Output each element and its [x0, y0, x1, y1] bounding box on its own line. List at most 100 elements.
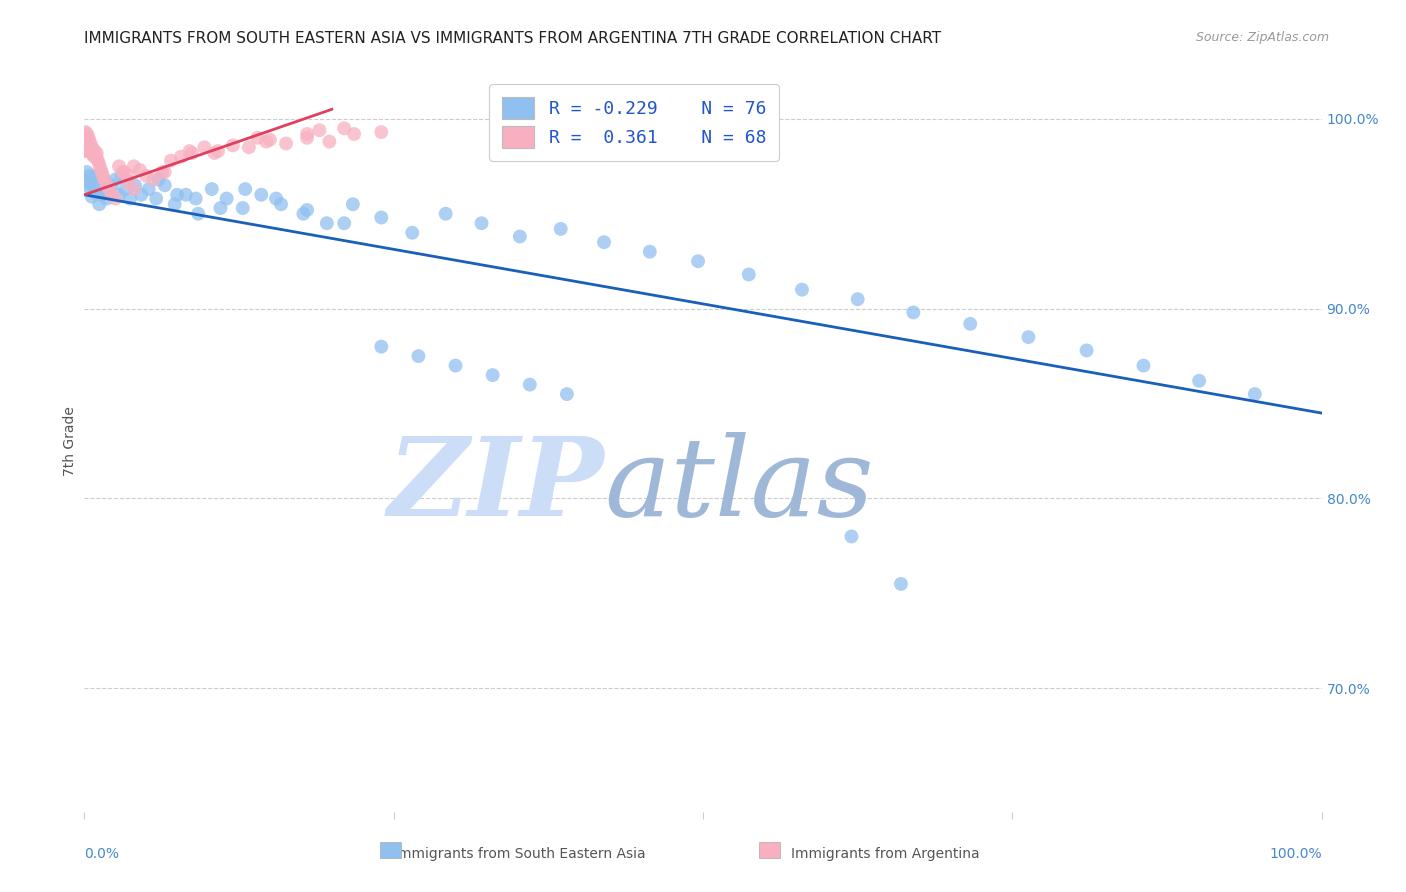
Point	[91, 184, 114, 198]
Point	[79, 138, 101, 153]
Legend: R = -0.229    N = 76, R =  0.361    N = 68: R = -0.229 N = 76, R = 0.361 N = 68	[489, 84, 779, 161]
Point	[408, 349, 430, 363]
Point	[96, 178, 118, 193]
Point	[83, 172, 105, 186]
Point	[76, 138, 98, 153]
Point	[76, 144, 98, 158]
Point	[110, 169, 132, 183]
Point	[1076, 343, 1098, 358]
Point	[77, 135, 100, 149]
Point	[117, 174, 139, 188]
Point	[315, 216, 337, 230]
Point	[342, 197, 364, 211]
Point	[138, 182, 160, 196]
Point	[401, 226, 423, 240]
Point	[98, 182, 121, 196]
Point	[77, 140, 100, 154]
Point	[215, 192, 238, 206]
Point	[86, 169, 108, 183]
Point	[104, 172, 127, 186]
Point	[555, 387, 578, 401]
Point	[76, 133, 98, 147]
Point	[846, 292, 869, 306]
Point	[160, 153, 183, 168]
Point	[75, 125, 97, 139]
Point	[184, 192, 207, 206]
Point	[89, 197, 111, 211]
Point	[83, 144, 105, 158]
Point	[93, 172, 115, 186]
Point	[94, 182, 117, 196]
Point	[738, 268, 761, 282]
Point	[295, 130, 318, 145]
Point	[1132, 359, 1154, 373]
Point	[90, 165, 112, 179]
Point	[308, 123, 330, 137]
Point	[201, 182, 224, 196]
Point	[232, 201, 254, 215]
Point	[145, 192, 167, 206]
Point	[114, 182, 136, 196]
Point	[87, 153, 110, 168]
Point	[90, 187, 112, 202]
Point	[75, 140, 97, 154]
Point	[318, 135, 340, 149]
Point	[202, 146, 225, 161]
Point	[333, 216, 356, 230]
Point	[79, 182, 101, 196]
Point	[80, 146, 103, 161]
Point	[333, 121, 356, 136]
Point	[187, 207, 209, 221]
Point	[790, 283, 813, 297]
Text: ZIP: ZIP	[388, 433, 605, 540]
Point	[264, 192, 287, 206]
Point	[163, 197, 186, 211]
Point	[142, 172, 165, 186]
Point	[75, 135, 97, 149]
Point	[75, 130, 97, 145]
Point	[174, 187, 197, 202]
Point	[82, 142, 104, 156]
Point	[86, 146, 108, 161]
Point	[903, 305, 925, 319]
Point	[370, 340, 392, 354]
Point	[87, 174, 110, 188]
Point	[250, 187, 273, 202]
Point	[295, 127, 318, 141]
Point	[343, 127, 366, 141]
Point	[233, 182, 256, 196]
Point	[686, 254, 709, 268]
Point	[841, 529, 863, 543]
Text: 0.0%: 0.0%	[84, 847, 120, 862]
Point	[246, 130, 269, 145]
Point	[370, 211, 392, 225]
Y-axis label: 7th Grade: 7th Grade	[63, 407, 77, 476]
Point	[519, 377, 541, 392]
Text: Immigrants from Argentina: Immigrants from Argentina	[792, 847, 980, 862]
Point	[108, 159, 131, 173]
Point	[444, 359, 467, 373]
Point	[509, 229, 531, 244]
Point	[82, 148, 104, 162]
Point	[638, 244, 661, 259]
Point	[75, 172, 97, 186]
Point	[170, 150, 193, 164]
Text: Source: ZipAtlas.com: Source: ZipAtlas.com	[1195, 31, 1329, 45]
Point	[179, 144, 201, 158]
Point	[80, 140, 103, 154]
Point	[77, 177, 100, 191]
Point	[75, 144, 97, 158]
Point	[959, 317, 981, 331]
Point	[79, 142, 101, 156]
Point	[153, 165, 176, 179]
Point	[222, 138, 245, 153]
Point	[76, 165, 98, 179]
Point	[108, 187, 131, 202]
Point	[295, 202, 318, 217]
Point	[370, 125, 392, 139]
Point	[292, 207, 315, 221]
Point	[84, 148, 107, 162]
Point	[111, 165, 134, 179]
Point	[434, 207, 457, 221]
Point	[122, 159, 145, 173]
